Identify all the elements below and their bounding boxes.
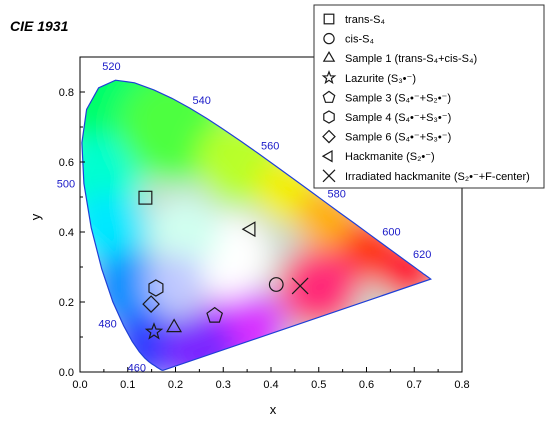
legend-marker-x (322, 169, 336, 183)
point-x (291, 277, 309, 295)
gamut-blob (161, 313, 238, 371)
wavelength-label-600: 600 (382, 227, 400, 239)
legend-label: Sample 4 (S₄•⁻+S₃•⁻) (345, 112, 451, 124)
wavelength-label-580: 580 (328, 189, 346, 201)
x-tick-label: 0.0 (72, 379, 87, 391)
legend-label: Sample 3 (S₄•⁻+S₂•⁻) (345, 92, 451, 104)
legend-marker-circle (323, 32, 335, 45)
x-tick-label: 0.8 (454, 379, 469, 391)
point-square (138, 190, 153, 205)
x-tick-label: 0.7 (407, 379, 422, 391)
point-star (144, 322, 164, 340)
x-tick-label: 0.6 (359, 379, 374, 391)
legend-marker-hexagon (323, 110, 335, 124)
data-points (138, 190, 309, 340)
legend: trans-S₄ cis-S₄ Sample 1 (trans-S₄+cis-S₄)… (313, 4, 545, 189)
legend-marker-star (321, 70, 337, 85)
wavelength-label-620: 620 (413, 249, 431, 261)
wavelength-label-560: 560 (261, 140, 279, 152)
wavelength-label-460: 460 (128, 363, 146, 375)
point-triangle-up (166, 318, 183, 333)
point-triangle-left (241, 221, 256, 238)
wavelength-labels: 460 480 500 520 540 560 580 600 620 (57, 61, 432, 374)
y-tick-label: 0.4 (59, 227, 74, 239)
point-diamond (142, 295, 160, 313)
gamut-blob (150, 197, 221, 267)
point-pentagon (206, 306, 224, 323)
legend-label: Sample 1 (trans-S₄+cis-S₄) (345, 53, 477, 65)
wavelength-label-540: 540 (192, 95, 210, 107)
y-tick-label: 0.6 (59, 157, 74, 169)
wavelength-label-500: 500 (57, 179, 75, 191)
legend-label: Irradiated hackmanite (S₂•⁻+F-center) (345, 171, 530, 183)
legend-marker-triangle-left (321, 149, 333, 163)
point-circle (268, 277, 284, 292)
legend-label: Sample 6 (S₄•⁻+S₃•⁻) (345, 132, 451, 144)
gamut-blob (278, 248, 359, 328)
wavelength-label-480: 480 (98, 319, 116, 331)
legend-label: Hackmanite (S₂•⁻) (345, 151, 435, 163)
chart-title: CIE 1931 (10, 18, 69, 34)
x-tick-label: 0.5 (311, 379, 326, 391)
legend-box (313, 4, 545, 189)
legend-label: cis-S₄ (345, 34, 374, 46)
wavelength-label-520: 520 (102, 61, 120, 73)
legend-marker-diamond (322, 129, 336, 144)
x-tick-label: 0.3 (216, 379, 231, 391)
spectral-locus (81, 79, 432, 371)
x-tick-label: 0.4 (263, 379, 278, 391)
y-tick-label: 0.2 (59, 297, 74, 309)
x-tick-label: 0.2 (168, 379, 183, 391)
axes: 0.0 0.1 0.2 0.3 0.4 0.5 0.6 0.7 0.8 0.0 0.2 0.4 0.6 0… (59, 56, 470, 391)
y-tick-label: 0.0 (59, 367, 74, 379)
y-tick-label: 0.8 (59, 87, 74, 99)
y-axis-label: y (28, 213, 43, 220)
legend-marker-triangle-up (322, 51, 336, 62)
legend-label: trans-S₄ (345, 14, 385, 26)
legend-marker-pentagon (322, 90, 336, 103)
gamut-blob (145, 254, 206, 315)
legend-label: Lazurite (S₃•⁻) (345, 73, 416, 85)
point-hexagon (148, 279, 164, 297)
x-tick-label: 0.1 (120, 379, 135, 391)
legend-marker-square (323, 13, 335, 25)
x-axis-label: x (270, 402, 277, 417)
